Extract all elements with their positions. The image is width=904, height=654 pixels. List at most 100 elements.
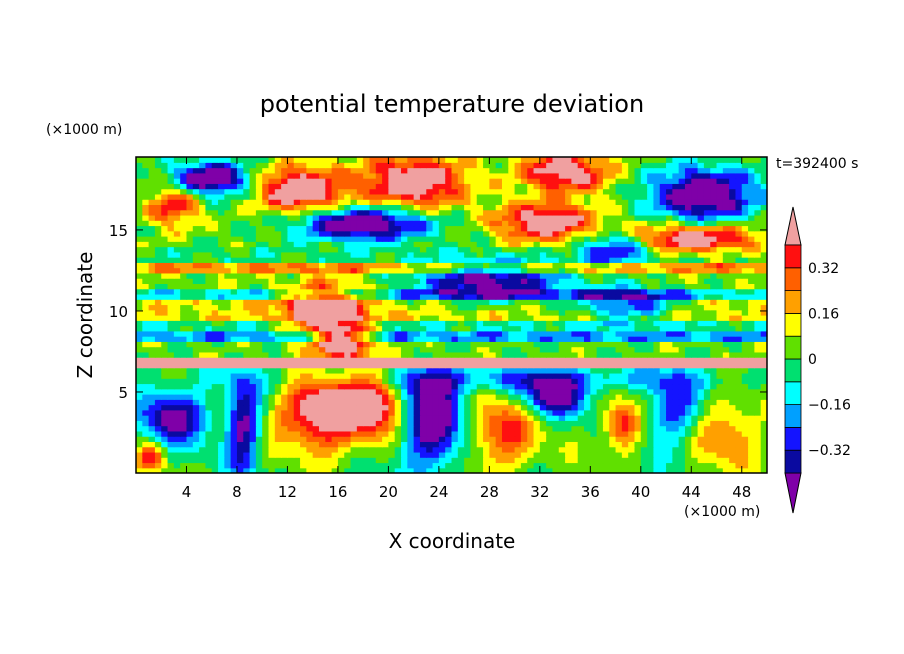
heatmap-cell [754, 436, 762, 442]
heatmap-cell [401, 288, 408, 295]
heatmap-cell [520, 394, 528, 400]
heatmap-cell [375, 362, 383, 369]
heatmap-cell [268, 399, 276, 406]
heatmap-cell [382, 246, 389, 253]
heatmap-cell [205, 388, 213, 395]
heatmap-cell [300, 288, 307, 295]
heatmap-cell [729, 351, 737, 358]
heatmap-cell [161, 462, 169, 469]
heatmap-cell [401, 430, 408, 437]
heatmap-cell [394, 346, 402, 353]
heatmap-cell [514, 346, 522, 353]
heatmap-cell [218, 209, 225, 216]
heatmap-cell [533, 257, 541, 263]
heatmap-cell [199, 209, 207, 216]
heatmap-cell [653, 351, 661, 358]
heatmap-cell [331, 230, 339, 237]
heatmap-cell [615, 304, 623, 311]
heatmap-cell [136, 320, 143, 327]
heatmap-cell [211, 341, 219, 348]
heatmap-cell [312, 283, 320, 290]
heatmap-cell [337, 267, 345, 274]
heatmap-cell [445, 409, 453, 416]
heatmap-cell [293, 346, 301, 353]
heatmap-cell [514, 315, 522, 321]
heatmap-cell [584, 420, 591, 427]
heatmap-cell [609, 467, 617, 473]
heatmap-cell [615, 293, 623, 300]
heatmap-cell [375, 404, 383, 411]
heatmap-cell [703, 415, 711, 421]
heatmap-cell [615, 425, 623, 432]
heatmap-cell [489, 241, 497, 248]
heatmap-cell [489, 357, 497, 363]
heatmap-cell [621, 267, 629, 274]
heatmap-cell [565, 457, 572, 464]
heatmap-cell [312, 425, 320, 432]
heatmap-cell [489, 451, 497, 458]
heatmap-cell [426, 362, 434, 369]
heatmap-cell [230, 404, 238, 411]
heatmap-cell [476, 446, 484, 453]
heatmap-cell [148, 420, 156, 427]
heatmap-cell [407, 293, 415, 300]
heatmap-cell [344, 451, 352, 458]
heatmap-cell [552, 436, 560, 442]
heatmap-cell [672, 267, 680, 274]
heatmap-cell [647, 341, 655, 348]
heatmap-cell [735, 383, 743, 390]
heatmap-cell [558, 330, 566, 337]
heatmap-cell [363, 230, 371, 237]
heatmap-cell [615, 330, 623, 337]
heatmap-cell [520, 451, 528, 458]
heatmap-cell [729, 341, 737, 348]
heatmap-cell [514, 320, 522, 327]
heatmap-cell [243, 462, 251, 469]
heatmap-cell [710, 209, 718, 216]
heatmap-cell [337, 436, 345, 442]
heatmap-cell [167, 404, 175, 411]
heatmap-cell [199, 441, 207, 448]
heatmap-cell [249, 220, 257, 227]
heatmap-cell [426, 341, 434, 348]
heatmap-cell [678, 330, 686, 337]
heatmap-cell [539, 351, 547, 358]
heatmap-cell [584, 378, 591, 385]
heatmap-cell [274, 267, 282, 274]
heatmap-cell [508, 451, 516, 458]
heatmap-cell [754, 457, 762, 464]
heatmap-cell [710, 357, 718, 363]
heatmap-cell [148, 320, 156, 327]
heatmap-cell [634, 220, 642, 227]
heatmap-cell [760, 272, 767, 279]
heatmap-cell [236, 262, 244, 269]
heatmap-cell [356, 320, 364, 327]
heatmap-cell [312, 378, 320, 385]
heatmap-cell [205, 441, 213, 448]
heatmap-cell [684, 315, 692, 321]
heatmap-cell [199, 325, 207, 332]
heatmap-cell [401, 451, 408, 458]
heatmap-cell [287, 436, 295, 442]
heatmap-cell [495, 425, 503, 432]
heatmap-cell [306, 330, 314, 337]
heatmap-cell [293, 451, 301, 458]
heatmap-cell [495, 420, 503, 427]
heatmap-cell [520, 399, 528, 406]
heatmap-cell [154, 309, 162, 316]
heatmap-cell [281, 399, 289, 406]
heatmap-cell [483, 304, 490, 311]
heatmap-cell [401, 257, 408, 263]
heatmap-cell [230, 467, 238, 473]
heatmap-cell [634, 262, 642, 269]
heatmap-cell [388, 251, 396, 258]
heatmap-cell [293, 288, 301, 295]
heatmap-cell [634, 325, 642, 332]
heatmap-cell [375, 257, 383, 263]
heatmap-cell [684, 325, 692, 332]
heatmap-cell [691, 236, 699, 242]
heatmap-cell [716, 214, 724, 221]
heatmap-cell [584, 278, 591, 284]
heatmap-cell [590, 394, 598, 400]
heatmap-cell [218, 351, 225, 358]
